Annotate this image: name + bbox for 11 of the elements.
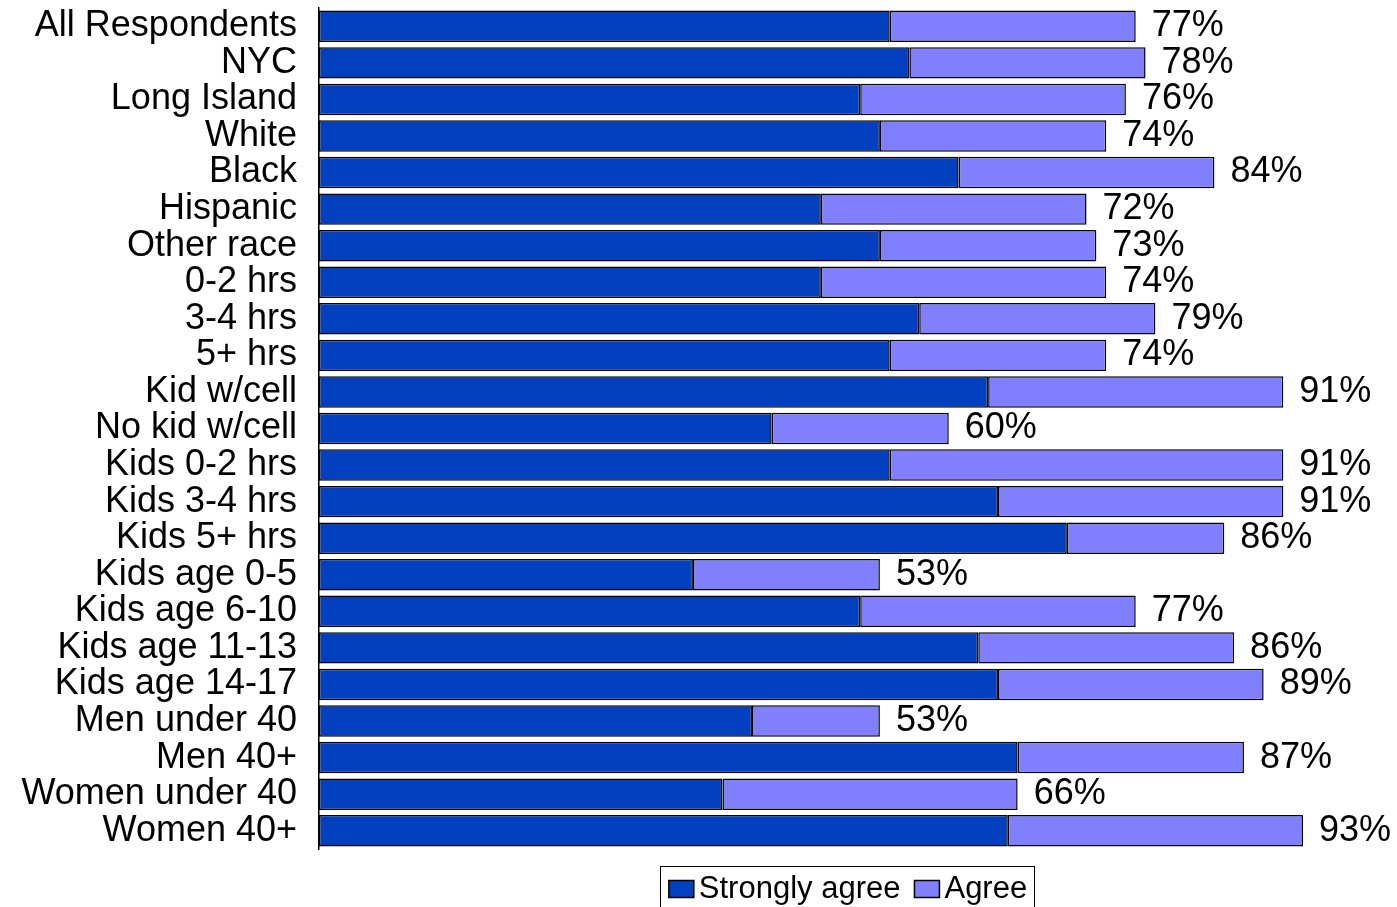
annotation: 60%: [964, 405, 1037, 447]
annotation: 84%: [1230, 149, 1303, 191]
annotation: 77%: [1151, 588, 1224, 630]
legend-label: Agree: [944, 869, 1028, 905]
annotation: 91%: [1299, 368, 1372, 410]
legend-label: Strongly agree: [698, 869, 901, 905]
annotation: 87%: [1259, 734, 1333, 776]
annotation: 53%: [895, 551, 968, 593]
annotation: 53%: [895, 697, 968, 739]
annotation: 66%: [1033, 771, 1106, 813]
annotation: 93%: [1319, 807, 1392, 849]
